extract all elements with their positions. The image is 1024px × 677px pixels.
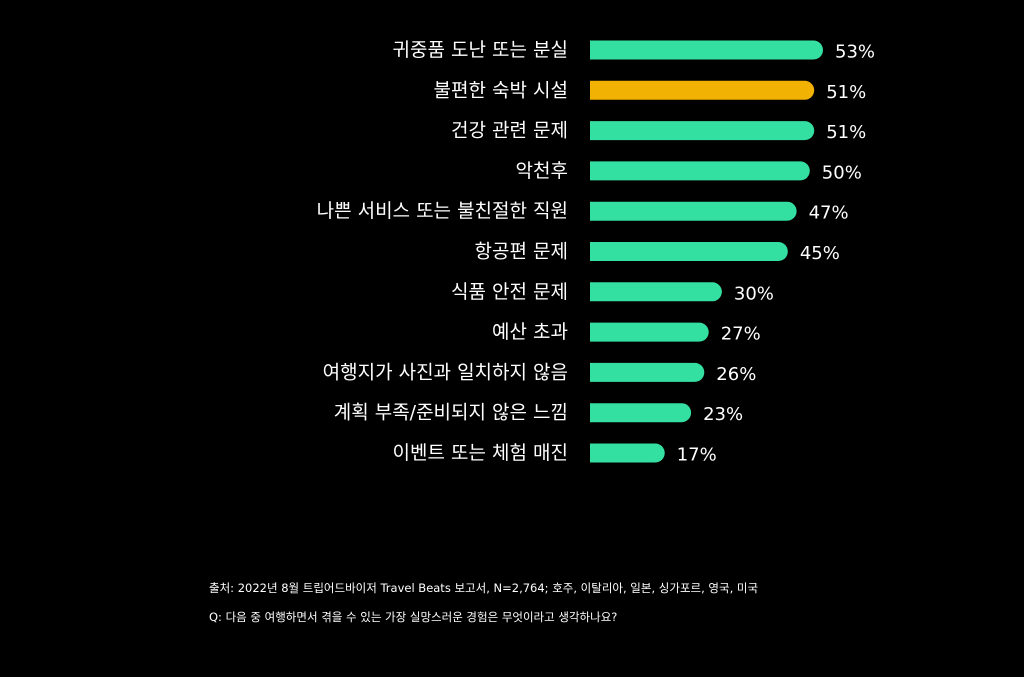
value-label: 53% xyxy=(835,42,875,63)
category-label: 식품 안전 문제 xyxy=(451,281,568,303)
bar xyxy=(590,322,709,342)
bar xyxy=(590,403,692,423)
value-label: 45% xyxy=(800,243,840,264)
category-label: 건강 관련 문제 xyxy=(451,120,568,142)
value-label: 30% xyxy=(734,283,774,304)
bar xyxy=(590,282,722,302)
category-label: 여행지가 사진과 일치하지 않음 xyxy=(323,361,568,383)
category-label: 이벤트 또는 체험 매진 xyxy=(393,442,568,464)
category-label: 나쁜 서비스 또는 불친절한 직원 xyxy=(317,200,568,222)
value-label: 27% xyxy=(721,324,761,345)
category-label: 계획 부족/준비되지 않은 느낌 xyxy=(334,402,568,424)
value-label: 17% xyxy=(677,445,717,466)
category-label: 귀중품 도난 또는 분실 xyxy=(393,39,568,61)
value-label: 51% xyxy=(826,82,866,103)
category-label: 불편한 숙박 시설 xyxy=(434,79,568,101)
value-label: 47% xyxy=(809,203,849,224)
value-label: 23% xyxy=(703,404,743,425)
bar xyxy=(590,80,815,100)
survey-question: Q: 다음 중 여행하면서 겪을 수 있는 가장 실망스러운 경험은 무엇이라고… xyxy=(209,610,618,624)
category-label: 악천후 xyxy=(516,160,568,182)
value-label: 50% xyxy=(822,162,862,183)
bar xyxy=(590,121,815,141)
value-label: 51% xyxy=(826,122,866,143)
bar xyxy=(590,201,797,221)
category-label: 항공편 문제 xyxy=(475,241,568,263)
bar xyxy=(590,362,705,382)
value-labels: 53% 51% 51% 50% 47% 45% 30% 27% 26% 23% 17% xyxy=(677,42,875,466)
value-label: 26% xyxy=(716,364,756,385)
bar xyxy=(590,40,823,60)
source-note: 출처: 2022년 8월 트립어드바이저 Travel Beats 보고서, N… xyxy=(209,581,759,595)
category-label: 예산 초과 xyxy=(492,321,568,343)
bars xyxy=(590,40,823,463)
bar xyxy=(590,242,788,261)
bar xyxy=(590,161,810,181)
bar xyxy=(590,443,665,463)
